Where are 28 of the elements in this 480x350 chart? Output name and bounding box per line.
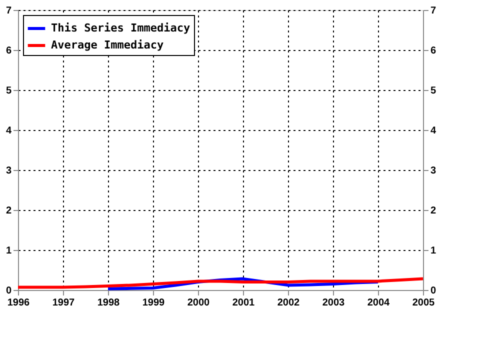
x-tick-label: 2000 (187, 298, 210, 308)
y2-tick-label: 7 (430, 6, 436, 16)
x-tick-label: 1997 (52, 298, 76, 308)
x-tick-label: 2001 (232, 298, 256, 308)
legend-label: This Series Immediacy (51, 22, 190, 34)
legend-label: Average Immediacy (51, 38, 164, 52)
x-tick-label: 2004 (367, 298, 390, 308)
y-tick-label: 5 (6, 86, 12, 96)
y2-tick-label: 5 (430, 86, 436, 96)
x-tick-label: 1998 (97, 298, 120, 308)
x-tick-label: 2002 (277, 298, 300, 308)
y-tick-label: 6 (6, 46, 12, 56)
y-tick-label: 1 (6, 246, 12, 256)
x-tick-label: 1996 (7, 298, 30, 308)
y-tick-label: 7 (6, 6, 12, 16)
y2-tick-label: 2 (430, 206, 436, 216)
y2-tick-label: 0 (430, 286, 436, 296)
x-tick-label: 2005 (412, 298, 436, 308)
y-tick-label: 0 (6, 286, 12, 296)
y2-tick-label: 3 (430, 166, 436, 176)
y-tick-label: 3 (6, 166, 12, 176)
y2-tick-label: 6 (430, 46, 436, 56)
x-tick-label: 2003 (322, 298, 346, 308)
x-tick-label: 1999 (142, 298, 166, 308)
y2-tick-label: 1 (430, 246, 436, 256)
y2-tick-label: 4 (430, 126, 436, 136)
y-tick-label: 2 (6, 206, 12, 216)
y-tick-label: 4 (6, 126, 12, 136)
